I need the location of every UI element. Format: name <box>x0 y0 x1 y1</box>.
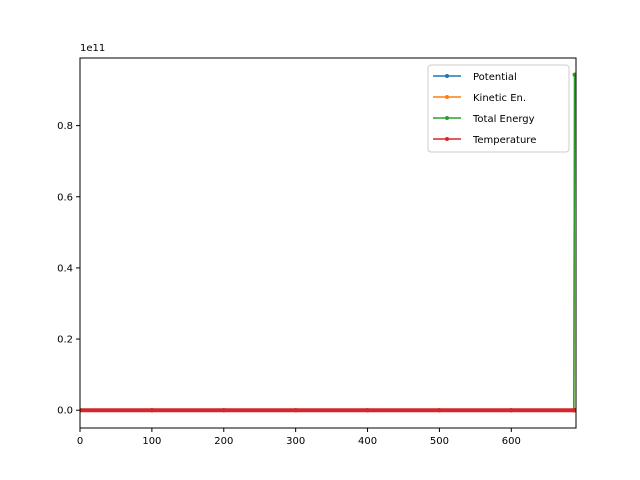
x-tick-label: 500 <box>430 436 449 447</box>
legend-swatch-marker <box>445 116 449 120</box>
y-tick-label: 0.6 <box>57 192 73 203</box>
y-offset-label: 1e11 <box>80 43 105 54</box>
legend-item: Potential <box>433 72 517 83</box>
x-tick-label: 0 <box>77 436 83 447</box>
legend-label: Kinetic En. <box>473 93 526 104</box>
y-tick-label: 0.8 <box>57 121 73 132</box>
x-tick-label: 100 <box>142 436 161 447</box>
x-tick-label: 600 <box>502 436 521 447</box>
x-tick-label: 200 <box>214 436 233 447</box>
data-point <box>293 408 298 413</box>
legend-item: Total Energy <box>433 114 535 125</box>
y-tick-label: 0.2 <box>57 335 73 346</box>
legend-swatch-marker <box>445 95 449 99</box>
y-tick-label: 0.4 <box>57 263 73 274</box>
data-point <box>573 72 576 77</box>
y-tick-label: 0.0 <box>57 406 73 417</box>
legend: Potential Kinetic En. Total Energy Temperat… <box>427 64 570 153</box>
x-tick-label: 300 <box>286 436 305 447</box>
legend-label: Total Energy <box>472 114 535 125</box>
data-point <box>221 408 226 413</box>
axes-frame <box>79 57 577 429</box>
legend-item: Temperature <box>433 135 536 146</box>
data-point <box>365 408 370 413</box>
data-point <box>437 408 442 413</box>
data-point <box>509 408 514 413</box>
legend-box <box>427 64 570 153</box>
legend-swatch-marker <box>445 74 449 78</box>
y-axis: 0.0 0.2 0.4 0.6 0.8 <box>57 121 80 417</box>
x-tick-label: 400 <box>358 436 377 447</box>
data-point <box>573 408 576 413</box>
data-point <box>149 408 154 413</box>
legend-label: Potential <box>473 72 517 83</box>
legend-item: Kinetic En. <box>433 93 526 104</box>
x-axis: 0 100 200 300 400 500 600 <box>77 428 521 447</box>
series-temperature <box>80 408 576 413</box>
legend-swatch-marker <box>445 137 449 141</box>
legend-label: Temperature <box>472 135 536 146</box>
